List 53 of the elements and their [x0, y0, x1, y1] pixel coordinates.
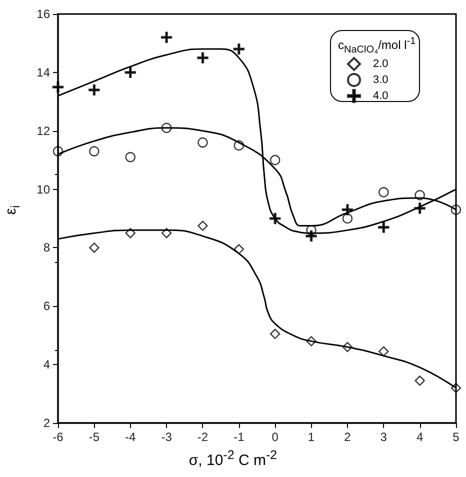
point [270, 328, 280, 339]
x-tick-label: 4 [416, 430, 424, 444]
point [234, 140, 244, 151]
x-tick-label: -6 [52, 430, 64, 444]
y-tick-label: 14 [36, 65, 50, 80]
point [52, 81, 64, 93]
point [306, 336, 316, 346]
point [125, 152, 136, 162]
x-tick-label: -2 [197, 430, 208, 444]
legend-title: c$_{NaClO₄}$/mol l$^{-1}$ [338, 36, 416, 56]
point [89, 146, 100, 156]
point [198, 220, 208, 231]
point [270, 154, 280, 166]
point [414, 376, 425, 386]
point [306, 230, 317, 242]
y-tick-label: 2 [43, 416, 50, 430]
point [450, 204, 462, 215]
x-tick-label: 5 [452, 430, 460, 444]
point [161, 228, 172, 238]
point [52, 146, 64, 156]
y-tick-label: 10 [36, 182, 50, 196]
point [342, 213, 353, 224]
point [125, 228, 136, 238]
x-tick-label: -5 [88, 430, 100, 444]
point [160, 32, 172, 43]
y-tick-label: 4 [43, 358, 50, 372]
point [198, 137, 208, 148]
point [234, 244, 244, 254]
y-tick-label: 8 [43, 240, 50, 255]
point [450, 382, 462, 394]
x-tick-label: 2 [344, 430, 352, 444]
legend-label: 2.0 [373, 58, 388, 70]
point [378, 187, 389, 198]
point [306, 225, 316, 236]
y-tick-label: 6 [43, 299, 50, 314]
point [378, 346, 389, 357]
y-tick-label: 16 [36, 7, 50, 21]
x-axis-title: σ, 10$^{-2}$ C m$^{-2}$ [188, 448, 278, 469]
point [197, 52, 208, 64]
point [342, 342, 353, 352]
x-tick-label: 3 [380, 430, 388, 444]
point [89, 242, 100, 253]
point [414, 190, 425, 200]
x-tick-label: 1 [308, 430, 315, 444]
legend-label: 4.0 [373, 90, 388, 102]
point [88, 84, 100, 96]
legend-label: 3.0 [373, 74, 388, 86]
x-tick-label: -4 [125, 430, 136, 444]
x-tick-label: 0 [272, 430, 279, 444]
x-tick-label: -3 [161, 430, 172, 444]
x-tick-label: -1 [234, 430, 245, 444]
y-tick-label: 12 [36, 124, 50, 138]
point [161, 122, 172, 134]
